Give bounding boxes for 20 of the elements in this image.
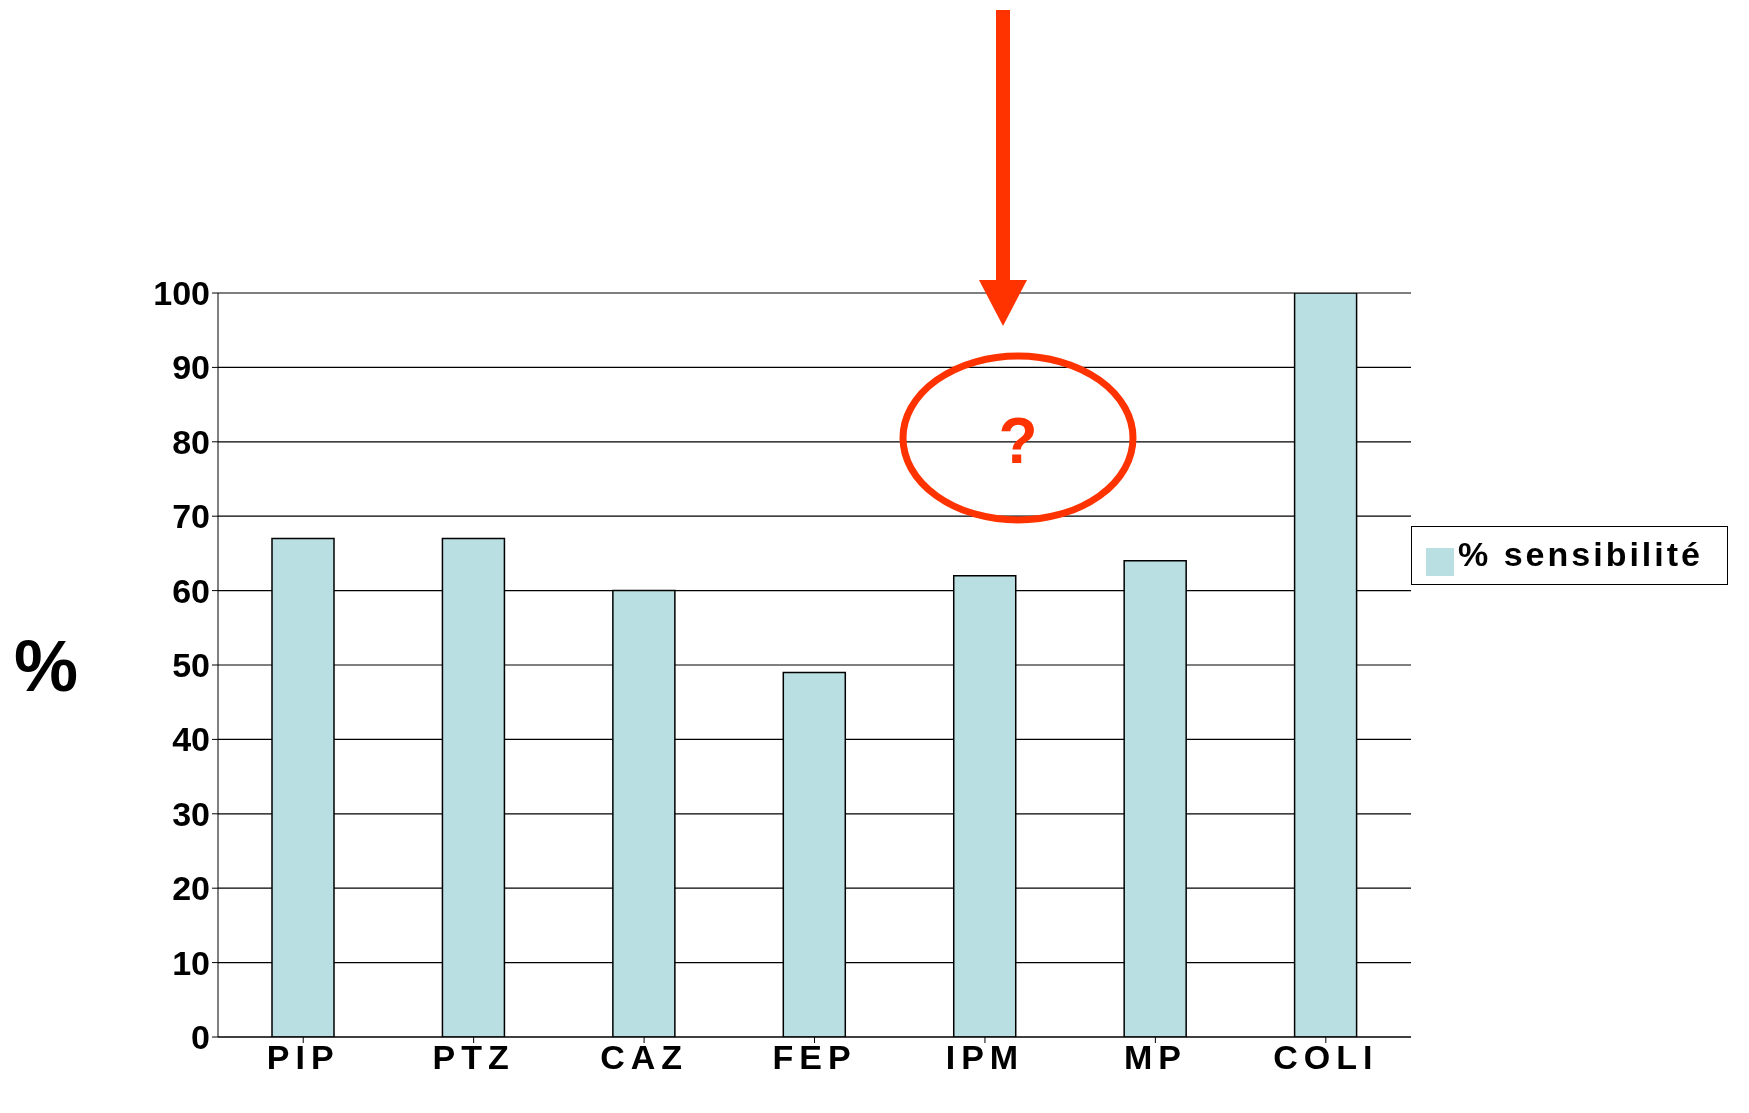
y-tick-label: 30 — [172, 794, 210, 833]
legend-label: % sensibilité — [1458, 535, 1703, 574]
x-tick-label: IPM — [945, 1038, 1025, 1077]
y-tick-label: 80 — [172, 422, 210, 461]
x-tick-label: CAZ — [600, 1038, 689, 1077]
x-tick-label: PTZ — [432, 1038, 515, 1077]
y-tick-label: 50 — [172, 646, 210, 685]
y-axis-title: % — [13, 625, 78, 706]
x-tick-label: COLI — [1273, 1038, 1379, 1077]
y-tick-label: 100 — [153, 274, 210, 313]
y-tick-label: 10 — [172, 943, 210, 982]
y-tick-label: 40 — [172, 720, 210, 759]
x-tick-label: PIP — [266, 1038, 340, 1077]
y-tick-label: 20 — [172, 869, 210, 908]
x-tick-label: MP — [1123, 1038, 1187, 1077]
y-tick-label: 70 — [172, 497, 210, 536]
y-tick-label: 90 — [172, 348, 210, 387]
x-tick-label: FEP — [772, 1038, 857, 1077]
y-tick-label: 60 — [172, 571, 210, 610]
y-tick-label: 0 — [191, 1018, 210, 1057]
